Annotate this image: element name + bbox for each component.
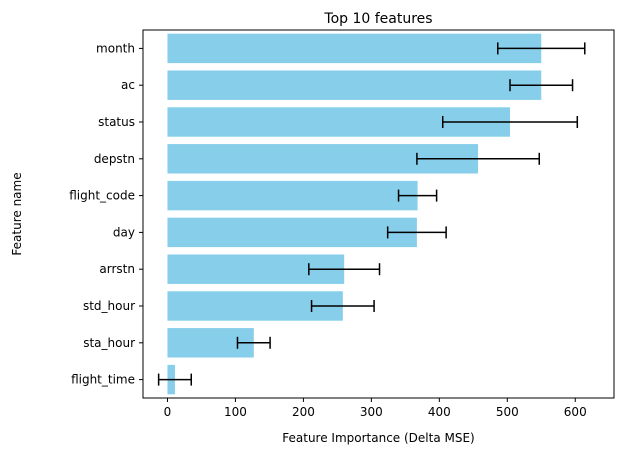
x-axis-label: Feature Importance (Delta MSE) bbox=[282, 431, 475, 445]
x-tick-label-200: 200 bbox=[292, 405, 315, 419]
bars-layer bbox=[167, 33, 542, 395]
y-tick-label-arrstn: arrstn bbox=[99, 262, 135, 276]
y-tick-label-flight-code: flight_code bbox=[69, 189, 135, 203]
error-bar-flight-code bbox=[397, 189, 438, 202]
x-tick-label-100: 100 bbox=[224, 405, 247, 419]
plot-frame bbox=[142, 29, 615, 399]
chart-title: Top 10 features bbox=[323, 11, 432, 27]
x-tick-label-0: 0 bbox=[164, 405, 172, 419]
error-bar-sta-hour bbox=[236, 336, 271, 349]
error-bar-month bbox=[497, 42, 586, 55]
bar-flight-code bbox=[167, 180, 418, 211]
error-bar-depstn bbox=[416, 152, 540, 165]
y-tick-label-std-hour: std_hour bbox=[83, 299, 135, 313]
x-axis: 0 100 200 300 400 500 600 bbox=[164, 398, 587, 419]
y-tick-label-status: status bbox=[98, 115, 135, 129]
bar-day bbox=[167, 217, 417, 248]
bar-month bbox=[167, 33, 542, 64]
y-tick-label-month: month bbox=[96, 41, 135, 55]
error-bar-ac bbox=[509, 79, 574, 92]
error-bar-day bbox=[386, 226, 447, 239]
y-tick-label-ac: ac bbox=[121, 78, 135, 92]
bar-ac bbox=[167, 70, 542, 100]
error-bar-arrstn bbox=[308, 263, 381, 276]
y-axis-label: Feature name bbox=[10, 172, 24, 255]
y-tick-label-day: day bbox=[113, 225, 135, 239]
error-bar-flight-time bbox=[157, 373, 193, 386]
x-tick-label-500: 500 bbox=[496, 405, 519, 419]
x-tick-label-600: 600 bbox=[564, 405, 587, 419]
y-tick-label-sta-hour: sta_hour bbox=[83, 336, 135, 350]
x-tick-label-300: 300 bbox=[360, 405, 383, 419]
error-bars-layer bbox=[157, 42, 586, 386]
x-tick-label-400: 400 bbox=[428, 405, 451, 419]
y-tick-label-depstn: depstn bbox=[94, 152, 135, 166]
error-bar-status bbox=[441, 116, 579, 128]
error-bar-std-hour bbox=[310, 300, 375, 312]
y-tick-label-flight-time: flight_time bbox=[71, 373, 135, 387]
